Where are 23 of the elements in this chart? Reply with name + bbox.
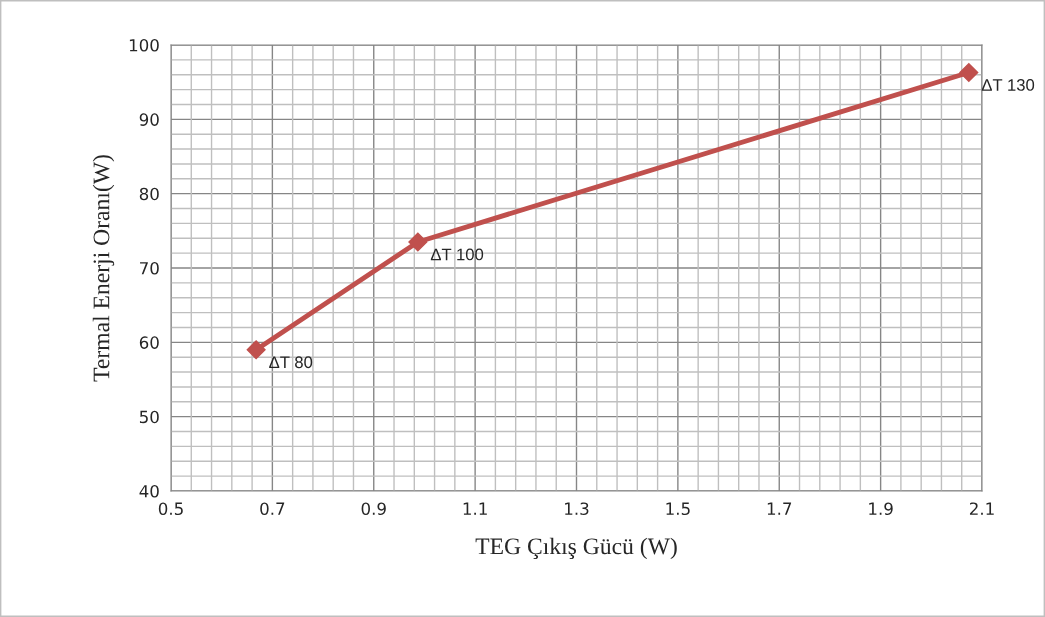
x-tick-label: 0.7 — [260, 502, 285, 516]
x-tick-label: 1.1 — [463, 502, 487, 515]
x-tick-label: 1.9 — [869, 502, 893, 516]
y-tick-label: 60 — [139, 336, 159, 349]
x-tick-label: 0.5 — [158, 502, 183, 516]
point — [959, 62, 979, 83]
y-tick-label: 100 — [129, 38, 159, 52]
y-tick-label: 70 — [140, 261, 159, 275]
x-tick-label: 1.5 — [666, 502, 690, 516]
y-axis-title: Termal Enerji Oranı(W) — [92, 155, 115, 382]
point — [246, 340, 266, 360]
point — [408, 232, 428, 252]
x-axis-title: TEG Çıkış Gücü (W) — [475, 537, 677, 560]
y-tick-label: 90 — [139, 113, 159, 126]
y-tick-label: 80 — [139, 187, 159, 201]
x-tick-label: 1.7 — [767, 502, 792, 515]
x-tick-label: 0.9 — [361, 502, 386, 516]
x-tick-label: 1.3 — [565, 502, 589, 516]
annotation: ΔT 130 — [981, 79, 1035, 91]
x-tick-label: 2.1 — [969, 502, 994, 515]
y-tick-label: 40 — [139, 484, 159, 498]
annotation: ΔT 100 — [430, 248, 484, 261]
y-tick-label: 50 — [139, 410, 159, 424]
